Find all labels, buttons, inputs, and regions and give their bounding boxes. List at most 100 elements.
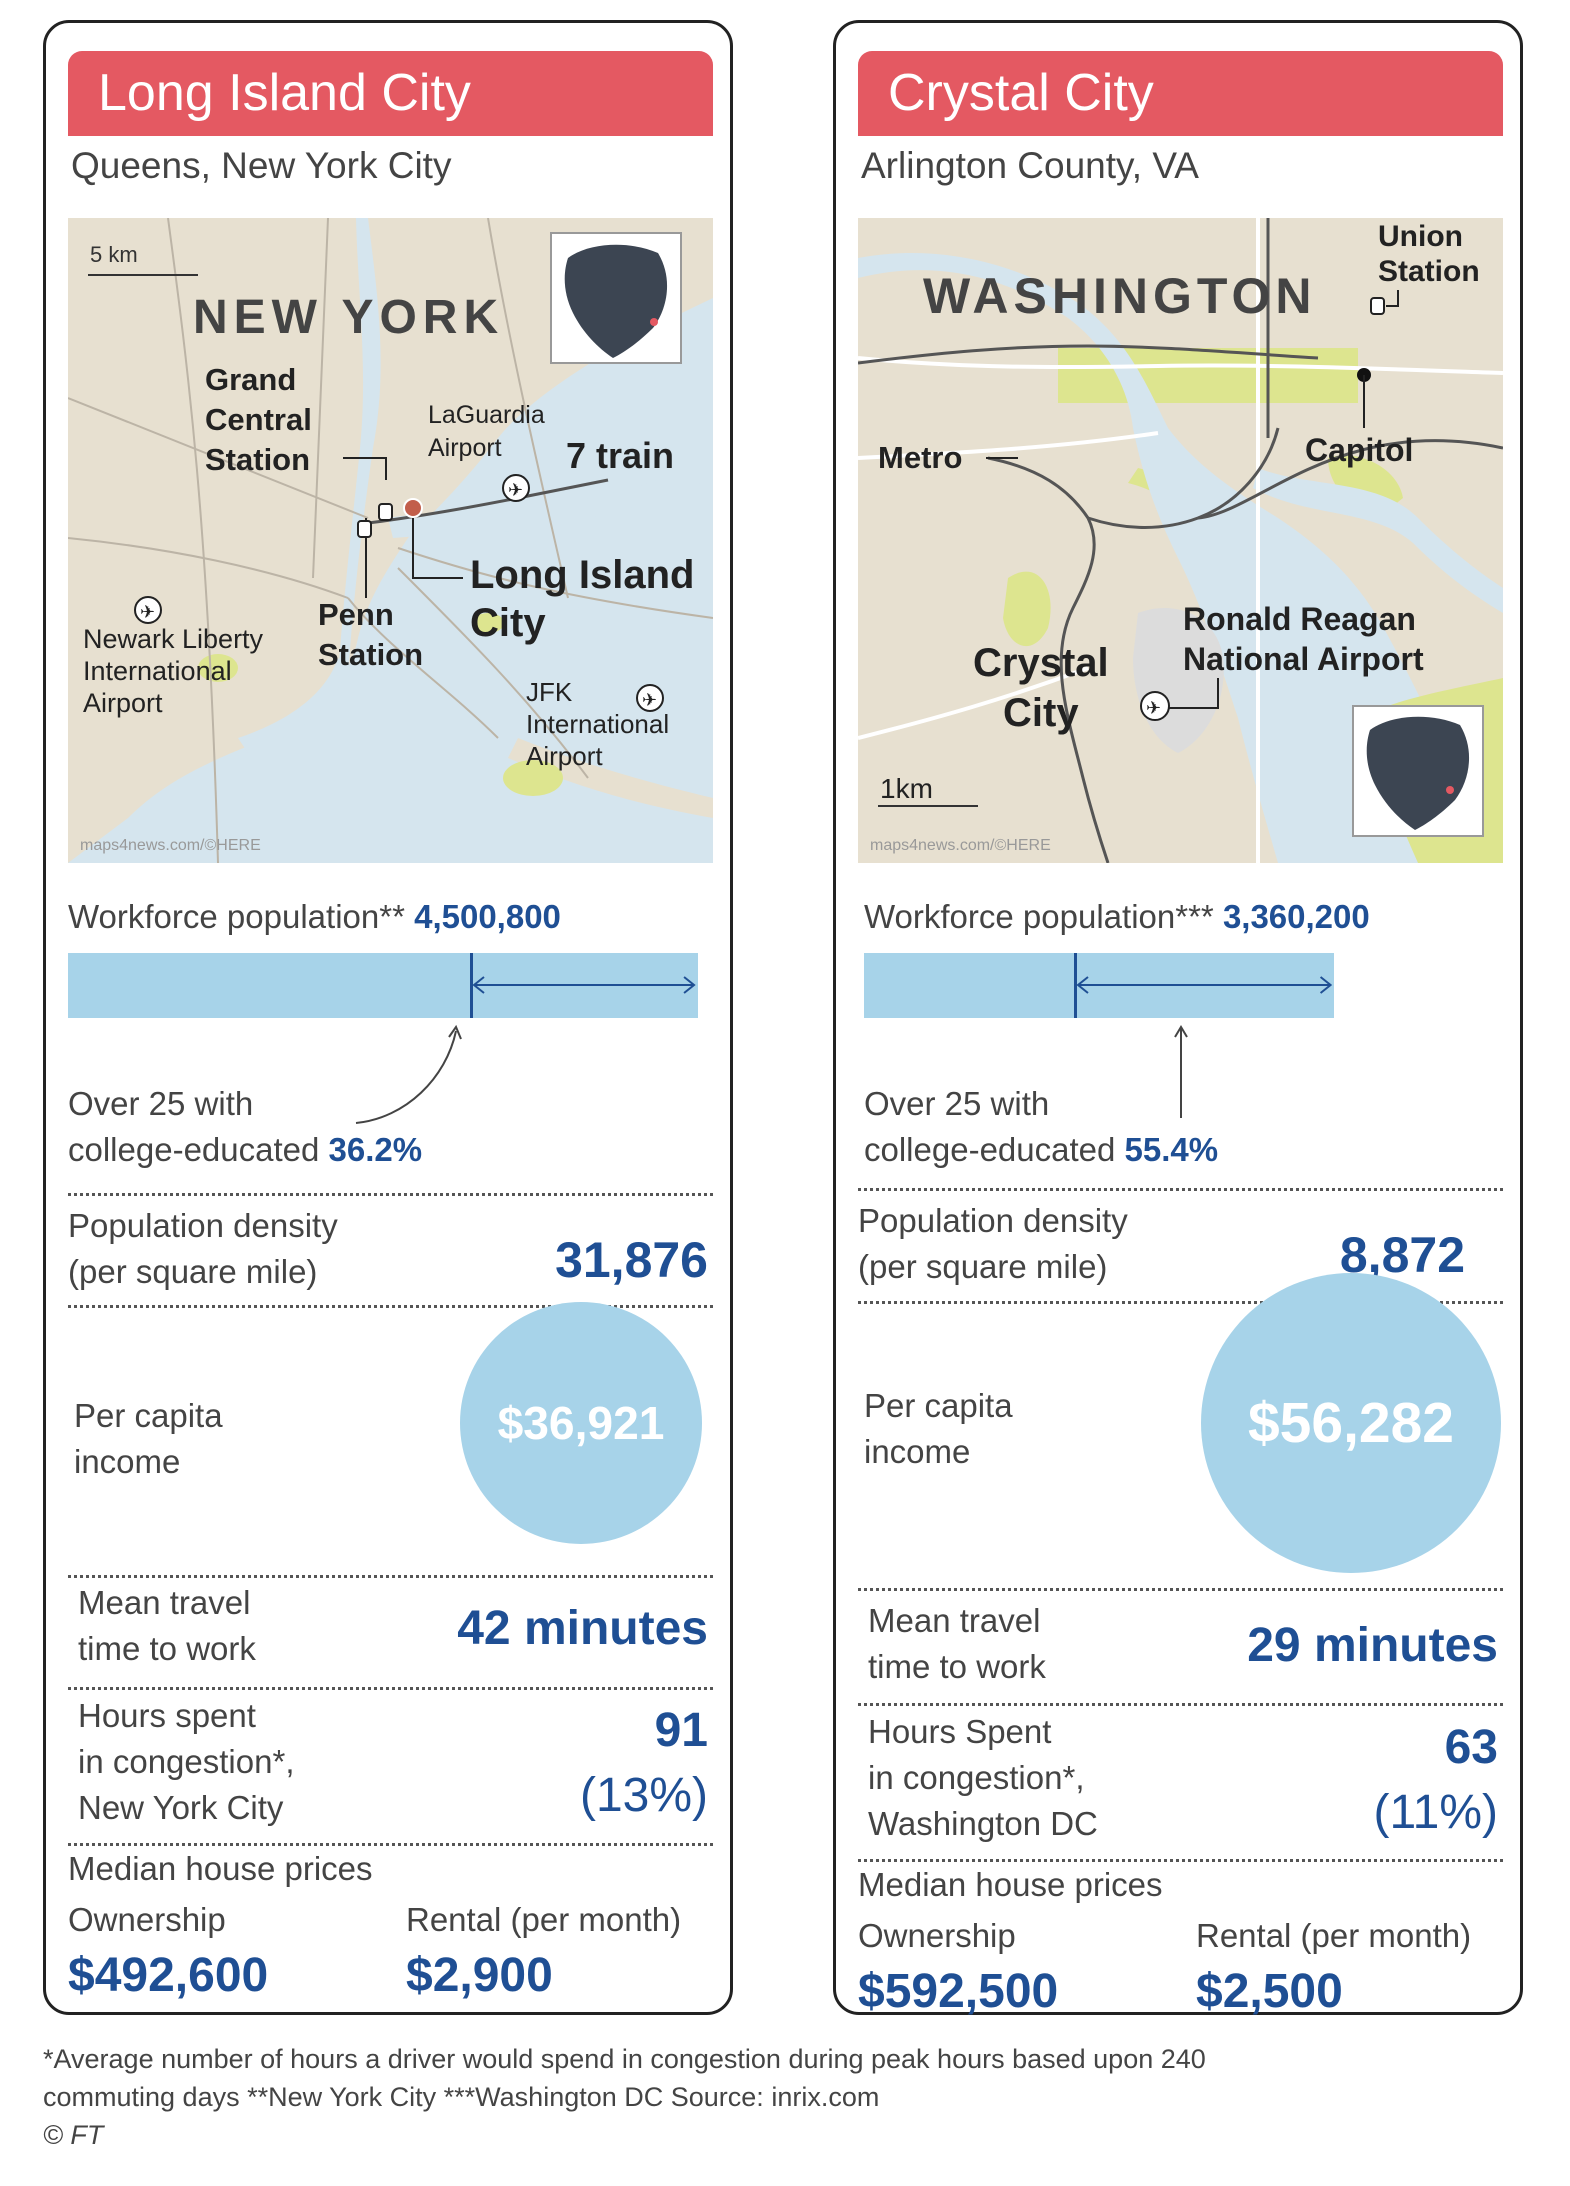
- divider: [68, 1843, 713, 1846]
- reagan-label-2: National Airport: [1183, 641, 1424, 677]
- newark-label-3: Airport: [83, 688, 163, 718]
- workforce-bar: [864, 953, 1335, 1018]
- newark-label-1: Newark Liberty: [83, 624, 264, 654]
- jfk-label-3: Airport: [526, 741, 603, 771]
- congestion-label: Hours spent in congestion*, New York Cit…: [78, 1697, 295, 1826]
- income-label: Per capita income: [74, 1397, 223, 1480]
- map-scale: 1km: [880, 773, 933, 804]
- college-arrow: [1076, 976, 1332, 994]
- college-line-2: college-educated: [864, 1131, 1116, 1168]
- density-label: Population density (per square mile): [858, 1202, 1128, 1285]
- union-station-label-2: Station: [1378, 255, 1480, 288]
- new-york-label: NEW YORK: [193, 291, 504, 344]
- college-callout-line: [355, 1024, 462, 1124]
- rental-label: Rental (per month): [1196, 1917, 1472, 1954]
- workforce-label: Workforce population** 4,500,800: [68, 898, 561, 936]
- travel-value: 29 minutes: [1247, 1619, 1498, 1672]
- divider: [68, 1193, 713, 1196]
- college-arrow: [472, 976, 696, 994]
- footnote-line-1: *Average number of hours a driver would …: [43, 2044, 1206, 2074]
- washington-map: WASHINGTON Union Station Metro Capitol R…: [858, 218, 1503, 863]
- ownership-value: $592,500: [858, 1965, 1059, 2018]
- divider: [858, 1301, 1503, 1304]
- long-island-city-panel: Long Island City Queens, New York City: [43, 20, 733, 2015]
- airport-icon: ✈: [1140, 691, 1170, 721]
- grand-central-label-1: Grand: [205, 362, 296, 397]
- income-label: Per capita income: [864, 1387, 1013, 1470]
- footnote: *Average number of hours a driver would …: [43, 2040, 1206, 2154]
- train-station-icon: [378, 503, 393, 521]
- workforce-value: 4,500,800: [414, 898, 561, 935]
- map-credit: maps4news.com/©HERE: [870, 837, 1051, 854]
- income-value: $36,921: [497, 1396, 665, 1449]
- airport-icon: ✈: [502, 474, 530, 502]
- jfk-label-2: International: [526, 709, 669, 739]
- arrow-head-left: [472, 976, 485, 994]
- penn-label-2: Station: [318, 637, 423, 672]
- college-pct: 55.4%: [1124, 1131, 1219, 1168]
- college-line-1: Over 25 with: [68, 1085, 254, 1122]
- divider: [858, 1859, 1503, 1862]
- divider: [68, 1575, 713, 1578]
- reagan-label-1: Ronald Reagan: [1183, 601, 1416, 637]
- map-scale: 5 km: [90, 242, 138, 267]
- capitol-label: Capitol: [1305, 432, 1413, 468]
- washington-label: WASHINGTON: [923, 268, 1317, 324]
- newark-label-2: International: [83, 656, 232, 686]
- arrow-head-right: [1319, 976, 1332, 994]
- congestion-pct: (13%): [579, 1769, 708, 1822]
- rental-value: $2,500: [1196, 1965, 1343, 2018]
- density-label: Population density (per square mile): [68, 1207, 338, 1290]
- house-prices-heading: Median house prices: [68, 1850, 373, 1887]
- airport-icon: ✈: [134, 596, 162, 624]
- north-america-shape: [564, 244, 668, 358]
- svg-text:✈: ✈: [508, 480, 523, 500]
- divider: [858, 1588, 1503, 1591]
- potomac-river: [858, 253, 1498, 863]
- college-divider: [1073, 953, 1077, 1018]
- location-dot: [650, 318, 658, 326]
- title-bar: Long Island City: [68, 51, 713, 136]
- rental-label: Rental (per month): [406, 1901, 682, 1938]
- congestion-label: Hours Spent in congestion*, Washington D…: [868, 1713, 1098, 1842]
- workforce-label: Workforce population*** 3,360,200: [864, 898, 1370, 936]
- travel-label: Mean travel time to work: [868, 1602, 1046, 1685]
- income-circle: $56,282: [1201, 1273, 1501, 1573]
- arrow-head-left: [1076, 976, 1089, 994]
- ft-credit: © FT: [43, 2120, 104, 2150]
- map-credit: maps4news.com/©HERE: [80, 837, 261, 854]
- college-divider: [469, 953, 473, 1018]
- house-prices-heading: Median house prices: [858, 1866, 1163, 1903]
- lic-label-2: City: [470, 601, 546, 645]
- divider: [858, 1188, 1503, 1191]
- workforce-bar: [68, 953, 698, 1018]
- divider: [68, 1687, 713, 1690]
- airport-icon: ✈: [636, 684, 664, 712]
- union-station-label-1: Union: [1378, 220, 1463, 253]
- workforce-value: 3,360,200: [1222, 898, 1370, 935]
- laguardia-label-2: Airport: [428, 434, 502, 462]
- divider: [68, 1305, 713, 1308]
- panel-subtitle: Arlington County, VA: [861, 145, 1199, 186]
- density-value: 31,876: [555, 1232, 708, 1288]
- panel-title: Long Island City: [98, 64, 471, 122]
- lic-label-1: Long Island: [470, 553, 694, 597]
- congestion-hours: 91: [654, 1704, 708, 1757]
- lic-location-dot: [403, 498, 423, 518]
- new-york-map: 5 km NEW YORK Grand Central Station LaGu…: [68, 218, 713, 863]
- travel-label: Mean travel time to work: [78, 1584, 256, 1667]
- college-line-2: college-educated: [68, 1131, 320, 1168]
- panel-title: Crystal City: [888, 64, 1154, 122]
- train-station-icon: [1370, 297, 1385, 315]
- college-text: Over 25 with college-educated 36.2%: [68, 1081, 422, 1173]
- svg-text:✈: ✈: [1146, 698, 1161, 718]
- title-bar: Crystal City: [858, 51, 1503, 136]
- travel-value: 42 minutes: [457, 1602, 708, 1655]
- college-pct: 36.2%: [328, 1131, 423, 1168]
- metro-label: Metro: [878, 440, 962, 475]
- map-water: [68, 298, 713, 863]
- crystal-city-label-2: City: [1003, 691, 1079, 735]
- metro-lines: [858, 218, 1503, 863]
- location-dot: [1446, 786, 1454, 794]
- grand-central-label-3: Station: [205, 442, 310, 477]
